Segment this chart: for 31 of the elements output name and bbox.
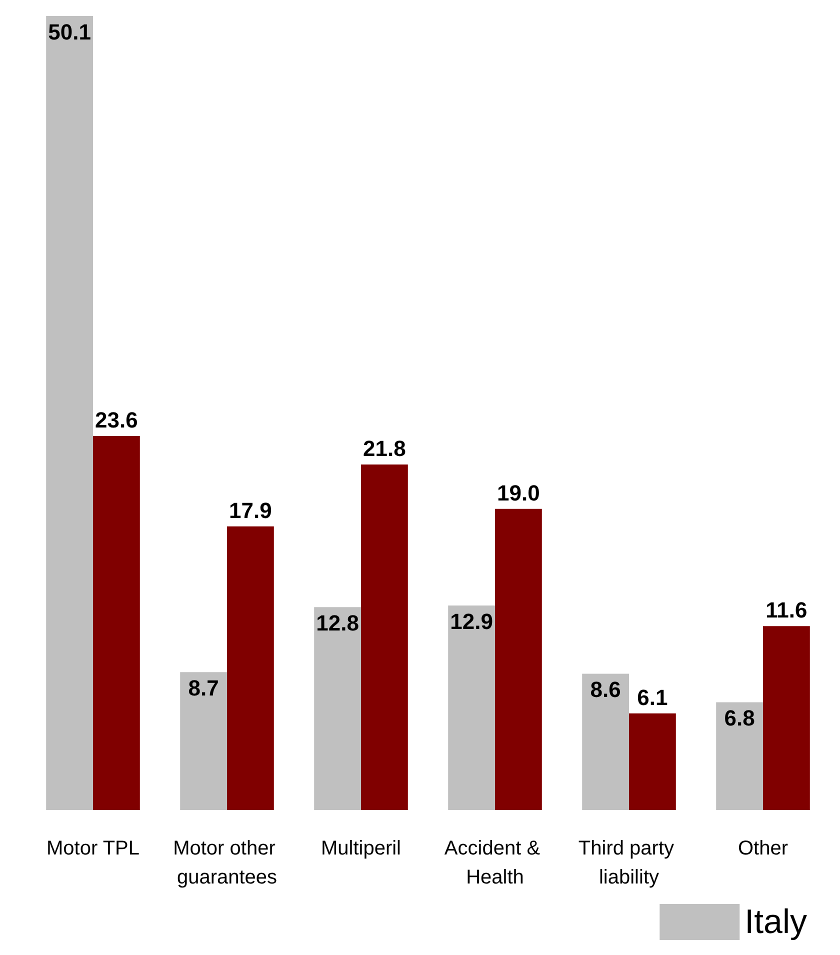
x-tick-label: Other: [738, 838, 788, 860]
x-tick-label: Motor TPL: [46, 838, 140, 860]
data-label: 8.7: [188, 676, 219, 701]
data-label: 23.6: [95, 407, 138, 432]
data-label: 17.9: [229, 498, 272, 523]
bar: [582, 674, 629, 810]
bar: [314, 607, 361, 810]
bar: [361, 464, 408, 810]
bar: [763, 626, 810, 810]
x-tick-label: Accident & Health: [444, 838, 546, 888]
data-label: 6.1: [637, 684, 668, 710]
bar: [180, 672, 227, 810]
x-tick-label: Multiperil: [320, 838, 402, 860]
data-label: 12.9: [450, 609, 493, 634]
x-tick-label: Third party liability: [578, 838, 680, 888]
legend-label: Italy: [744, 903, 808, 941]
data-label: 11.6: [766, 598, 808, 623]
data-label: 8.6: [590, 677, 621, 702]
bar: [495, 508, 542, 810]
data-label: 6.8: [724, 706, 755, 731]
data-label: 12.8: [316, 610, 359, 636]
bar: [227, 526, 274, 810]
bar: [629, 713, 676, 810]
x-tick-label: Motor other guarantees: [173, 838, 281, 888]
bar: [716, 702, 763, 810]
data-label: 50.1: [48, 20, 91, 44]
data-label: 21.8: [363, 436, 406, 462]
data-label: 19.0: [497, 480, 540, 506]
bar: [46, 16, 93, 810]
bar: [448, 606, 495, 810]
bar: [93, 436, 140, 810]
